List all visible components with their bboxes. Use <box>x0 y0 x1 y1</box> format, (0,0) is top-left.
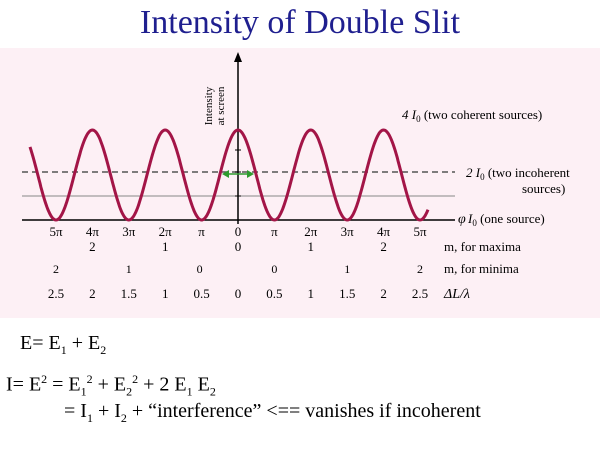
y-axis-label-line2: at screen <box>215 86 227 125</box>
y-axis-label-line1: Intensity <box>203 86 215 125</box>
intensity-curve <box>28 128 430 222</box>
m-maxima-value: 1 <box>162 239 169 254</box>
phase-tick-label: 2π <box>304 224 318 239</box>
path-diff-value: 0.5 <box>266 286 282 301</box>
label-2i0-line2: sources) <box>522 181 565 196</box>
path-diff-value: 1 <box>162 286 169 301</box>
phase-tick-label: 2π <box>159 224 173 239</box>
phase-tick-label: 4π <box>86 224 100 239</box>
intensity-diagram: φ Intensity at screen 4 I0 (two coherent… <box>0 48 600 318</box>
phase-tick-label: π <box>271 224 278 239</box>
path-diff-value: 0 <box>235 286 242 301</box>
path-diff-value: 1.5 <box>121 286 137 301</box>
label-4i0: 4 I0 (two coherent sources) <box>402 107 542 124</box>
phase-tick-label: 0 <box>235 224 242 239</box>
path-diff-value: 2 <box>89 286 96 301</box>
m-minima-value: 0 <box>271 262 277 276</box>
phase-tick-label: 3π <box>122 224 136 239</box>
path-diff-value: 2.5 <box>412 286 428 301</box>
equation-line-3: = I1 + I2 + “interference” <== vanishes … <box>64 400 481 425</box>
phase-tick-label: 4π <box>377 224 391 239</box>
m-minima-value: 2 <box>417 262 423 276</box>
path-diff-value: 2.5 <box>48 286 64 301</box>
m-maxima-value: 0 <box>235 239 242 254</box>
path-diff-value: 0.5 <box>193 286 209 301</box>
m-minima-label: m, for minima <box>444 261 519 276</box>
m-minima-value: 1 <box>344 262 350 276</box>
intensity-axis-arrow <box>234 52 242 62</box>
path-diff-value: 2 <box>380 286 387 301</box>
phase-tick-label: 3π <box>341 224 355 239</box>
fringe-width-arrow <box>222 170 254 178</box>
m-minima-value: 1 <box>126 262 132 276</box>
path-diff-value: 1 <box>308 286 315 301</box>
m-maxima-value: 1 <box>308 239 315 254</box>
path-diff-label: ΔL/λ <box>443 287 470 302</box>
diagram-panel <box>0 48 600 318</box>
m-maxima-value: 2 <box>89 239 96 254</box>
page-title: Intensity of Double Slit <box>139 4 461 41</box>
path-diff-value: 1.5 <box>339 286 355 301</box>
m-maxima-label: m, for maxima <box>444 239 521 254</box>
phase-tick-label: 5π <box>49 224 63 239</box>
m-minima-value: 2 <box>53 262 59 276</box>
label-i0: I0 (one source) <box>467 211 545 228</box>
phase-tick-label: 5π <box>413 224 427 239</box>
equation-line-1: E= E1 + E2 <box>20 332 107 357</box>
phi-axis-label: φ <box>458 212 466 227</box>
phase-tick-label: π <box>198 224 205 239</box>
equation-line-2: I= E2 = E12 + E22 + 2 E1 E2 <box>6 372 216 399</box>
label-2i0: 2 I0 (two incoherent <box>466 165 570 182</box>
m-maxima-value: 2 <box>380 239 387 254</box>
m-minima-value: 0 <box>197 262 203 276</box>
